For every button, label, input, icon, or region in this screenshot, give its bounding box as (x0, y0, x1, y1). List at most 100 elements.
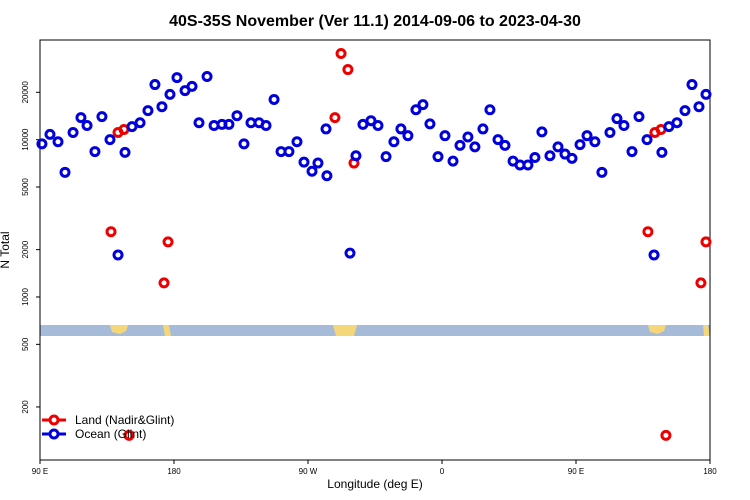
point (81, 120, 93, 132)
point (223, 118, 235, 130)
point (388, 136, 400, 148)
point (604, 127, 616, 139)
point (700, 88, 712, 100)
point (372, 120, 384, 132)
ocean-strip (40, 325, 710, 336)
y-tick-label: 10000 (21, 128, 30, 151)
point (424, 118, 436, 130)
point (447, 155, 459, 167)
x-tick-label: 0 (440, 467, 445, 476)
point (344, 247, 356, 259)
point (342, 64, 354, 76)
x-tick-label: 180 (703, 467, 717, 476)
point (321, 170, 333, 182)
point (126, 121, 138, 133)
point (329, 112, 341, 124)
x-tick-label: 180 (167, 467, 181, 476)
point (536, 126, 548, 138)
point (59, 166, 71, 178)
point (306, 165, 318, 177)
y-tick-label: 20000 (21, 81, 30, 104)
y-tick-label: 1000 (21, 288, 30, 306)
point (417, 99, 429, 111)
point (105, 226, 117, 238)
point (134, 117, 146, 129)
land-shape (333, 325, 357, 336)
land-shape (703, 325, 710, 336)
point (589, 136, 601, 148)
point (260, 120, 272, 132)
point (164, 88, 176, 100)
point (283, 146, 295, 158)
point (149, 79, 161, 91)
point (402, 130, 414, 142)
point (484, 104, 496, 116)
point (656, 146, 668, 158)
point (566, 152, 578, 164)
legend-marker (48, 414, 60, 426)
point (201, 71, 213, 83)
point (119, 146, 131, 158)
map-strip (40, 325, 710, 336)
x-tick-label: 90 W (299, 467, 318, 476)
legend-label: Land (Nadir&Glint) (75, 413, 174, 427)
point (156, 101, 168, 113)
point (499, 139, 511, 151)
point (626, 146, 638, 158)
point (171, 72, 183, 84)
point (380, 151, 392, 163)
y-axis-label: N Total (0, 231, 12, 268)
point (158, 277, 170, 289)
x-axis-label: Longitude (deg E) (327, 477, 422, 491)
point (104, 134, 116, 146)
x-tick-label: 90 E (568, 467, 584, 476)
point (410, 104, 422, 116)
point (462, 131, 474, 143)
point (335, 47, 347, 59)
point (238, 138, 250, 150)
y-tick-label: 5000 (21, 178, 30, 196)
legend-marker (48, 428, 60, 440)
y-tick-label: 200 (21, 400, 30, 414)
point (96, 111, 108, 123)
point (648, 249, 660, 261)
point (112, 249, 124, 261)
land-shape (648, 325, 666, 334)
point (671, 117, 683, 129)
point (231, 110, 243, 122)
point (312, 157, 324, 169)
point (395, 123, 407, 135)
point (36, 138, 48, 150)
point (75, 112, 87, 124)
point (522, 159, 534, 171)
point (633, 111, 645, 123)
point (529, 152, 541, 164)
point (679, 105, 691, 117)
point (618, 120, 630, 132)
point (611, 113, 623, 125)
point (89, 146, 101, 158)
point (695, 277, 707, 289)
point (44, 128, 56, 140)
point (298, 156, 310, 168)
point (642, 226, 654, 238)
land-shape (110, 325, 128, 334)
point (320, 123, 332, 135)
point (552, 141, 564, 153)
point (67, 127, 79, 139)
point (291, 136, 303, 148)
point (432, 151, 444, 163)
point (268, 93, 280, 105)
point (186, 80, 198, 92)
y-tick-label: 2000 (21, 240, 30, 258)
point (596, 166, 608, 178)
point (469, 141, 481, 153)
legend-label: Ocean (Glint) (75, 427, 146, 441)
point (142, 105, 154, 117)
y-tick-label: 500 (21, 337, 30, 351)
point (574, 139, 586, 151)
point (365, 115, 377, 127)
point (162, 236, 174, 248)
